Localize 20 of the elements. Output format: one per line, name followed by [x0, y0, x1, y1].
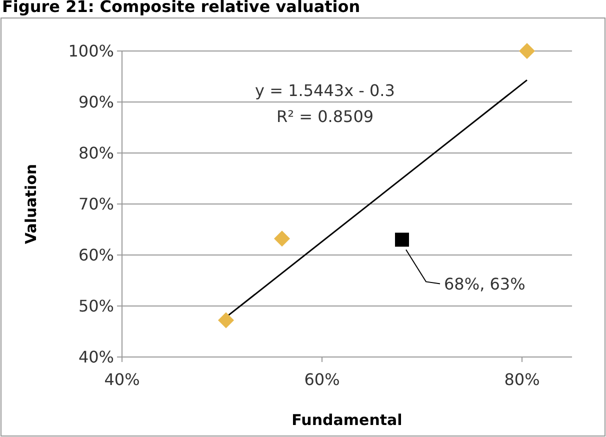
x-axis-title: Fundamental [292, 411, 402, 429]
y-tick-label: 50% [78, 296, 114, 316]
y-tick-label: 40% [78, 348, 114, 367]
annotation: 68%, 63% [444, 274, 526, 294]
y-tick-label: 90% [78, 92, 114, 112]
annotation: y = 1.5443x - 0.3 [255, 81, 395, 100]
y-tick-label: 100% [68, 42, 114, 61]
annotation: R² = 0.8509 [276, 107, 374, 126]
y-tick-label: 70% [78, 194, 114, 214]
y-axis-title: Valuation [22, 164, 40, 244]
chart-title: Figure 21: Composite relative valuation [2, 0, 360, 16]
point [519, 43, 535, 59]
point [218, 312, 234, 328]
point [274, 230, 290, 247]
x-tick-label: 40% [104, 370, 140, 389]
point [395, 232, 409, 247]
y-tick-label: 80% [78, 144, 114, 163]
x-tick-label: 60% [304, 370, 340, 389]
y-tick-label: 60% [78, 246, 114, 265]
x-tick-label: 80% [504, 370, 540, 389]
